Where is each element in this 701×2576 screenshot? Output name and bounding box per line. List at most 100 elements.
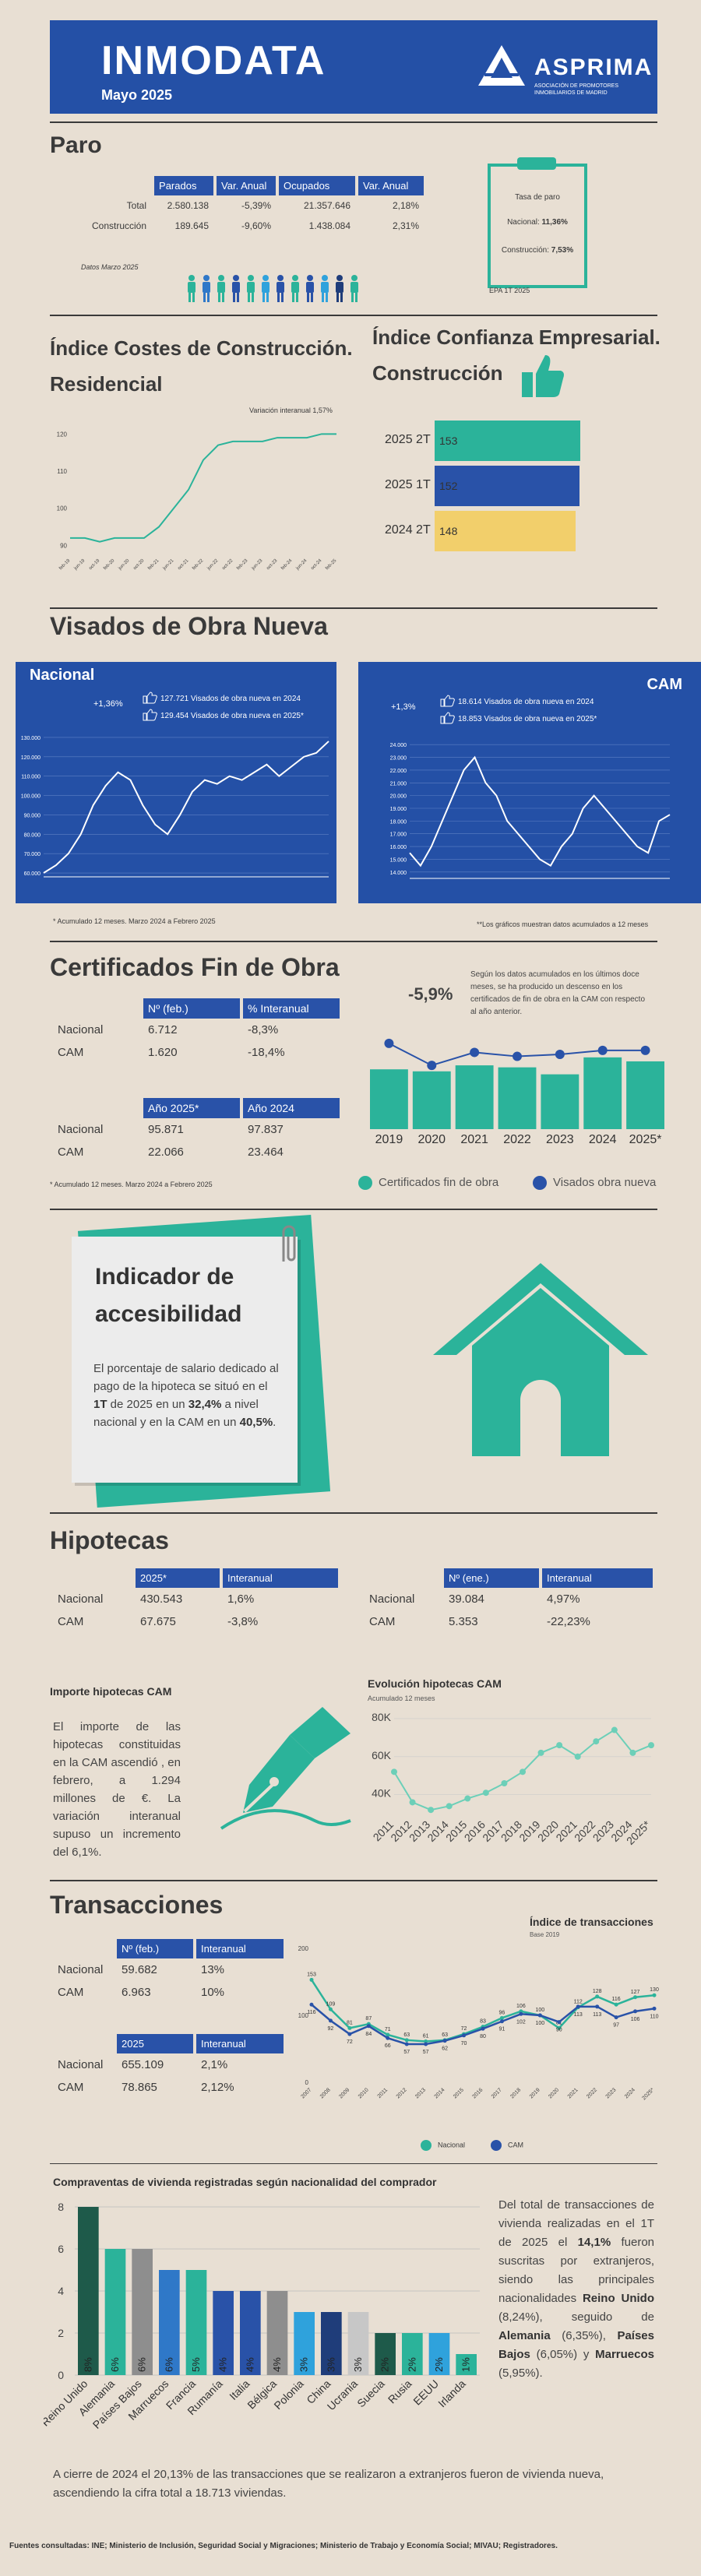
trans-header: Nº (feb.) (117, 1939, 193, 1958)
person-leg (292, 293, 294, 302)
thumbs-up-icon (520, 352, 565, 404)
text-run: . (273, 1416, 277, 1429)
idx-subtitle: Base 2019 (530, 1931, 560, 1938)
bar (412, 1071, 451, 1129)
cell: -5,39% (241, 200, 272, 211)
row-label: CAM (58, 1615, 84, 1628)
person-leg (203, 293, 206, 302)
cfo-text: Según los datos acumulados en los último… (470, 970, 646, 1016)
person-body (291, 282, 299, 293)
data-label: 2% (433, 2357, 445, 2372)
importe-text: El importe de las hipotecas constituidas… (53, 1720, 181, 1859)
person-body (336, 282, 343, 293)
nac-footer: A cierre de 2024 el 20,13% de las transa… (53, 2468, 604, 2500)
x-tick-label: 2020 (417, 1133, 446, 1146)
x-tick-label: feb-22 (192, 558, 205, 572)
visados-note: **Los gráficos muestran datos acumulados… (477, 920, 649, 928)
text-bold: 14,1% (577, 2236, 611, 2249)
paro-header: Var. Anual (217, 176, 277, 195)
x-tick-label: 2009 (338, 2087, 350, 2099)
x-tick-label: feb-25 (325, 558, 338, 572)
y-tick-label: 22.000 (390, 769, 407, 774)
paro-header: Ocupados (279, 176, 356, 195)
x-tick-label: jun-20 (118, 558, 131, 572)
data-label: 113 (574, 2012, 583, 2018)
person-leg (218, 293, 220, 302)
x-tick-label: 2007 (300, 2087, 312, 2099)
cell: -18,4% (248, 1046, 285, 1059)
data-point (427, 1061, 437, 1071)
data-point (537, 1749, 544, 1756)
data-label: 3% (352, 2357, 364, 2372)
cfo-pct: -5,9% (408, 984, 453, 1004)
person-icon (247, 275, 255, 302)
data-point (482, 1789, 489, 1797)
person-leg (222, 293, 224, 302)
data-point (555, 1050, 565, 1059)
data-point (633, 2009, 638, 2014)
visados-2024: 127.721 Visados de obra nueva en 2024 (160, 695, 301, 703)
divider (50, 607, 657, 609)
data-label: 96 (499, 2010, 505, 2015)
x-tick-label: 2011 (377, 2087, 389, 2099)
data-point (328, 2018, 333, 2023)
legend-item: Nacional (421, 2140, 465, 2151)
divider (50, 1880, 657, 1881)
data-point (501, 1780, 508, 1786)
person-body (203, 282, 210, 293)
cell: 78.865 (122, 2081, 157, 2094)
cell: 2.580.138 (167, 200, 210, 211)
x-tick-label: 2017 (491, 2087, 503, 2099)
data-label: 106 (516, 2004, 526, 2009)
data-label: 100 (535, 2021, 544, 2026)
person-leg (326, 293, 328, 302)
data-point (648, 1742, 654, 1749)
y-tick-label: 70.000 (24, 852, 41, 857)
text-bold: 40,5% (239, 1416, 273, 1429)
clip-value: 11,36% (541, 218, 568, 227)
clip-label: Nacional: (507, 218, 540, 227)
y-tick-label: 60.000 (24, 871, 41, 877)
data-point (309, 1977, 314, 1982)
cfo-table-2: Año 2025* Año 2024 Nacional 95.871 97.837 C… (50, 1098, 343, 1163)
person-head (233, 275, 239, 281)
series-line (70, 433, 336, 543)
person-head (307, 275, 313, 281)
idx-title: Índice de transacciones (530, 1916, 653, 1928)
data-label: 116 (612, 1997, 621, 2002)
bar (456, 2354, 477, 2375)
cfo-header: Año 2025* (143, 1098, 240, 1118)
clip-source: EPA 1T 2025 (489, 287, 530, 294)
legend-swatch (421, 2140, 432, 2151)
hip-header: Nº (ene.) (444, 1568, 539, 1588)
person-head (203, 275, 210, 281)
person-icon (306, 275, 314, 302)
person-head (277, 275, 284, 281)
data-point (614, 2015, 618, 2020)
thumbs-up-icon (143, 692, 157, 704)
trans-table-1: Nº (feb.) Interanual Nacional 59.682 13% CA… (50, 1939, 287, 2004)
x-tick-label: Irlanda (435, 2377, 468, 2410)
text-run: (5,95%). (498, 2367, 543, 2380)
data-point (328, 2007, 333, 2011)
data-label: 57 (423, 2050, 429, 2055)
divider (50, 2163, 657, 2164)
data-point (464, 1795, 471, 1802)
data-point (384, 1038, 394, 1048)
bar (428, 2333, 450, 2375)
cfo-header: Nº (feb.) (143, 998, 240, 1019)
data-label: 3% (298, 2357, 310, 2372)
legend-label: Visados obra nueva (553, 1176, 657, 1189)
bar (185, 2270, 207, 2375)
text-bold: Marruecos (595, 2348, 654, 2361)
ice-bar-value: 152 (439, 480, 458, 492)
ice-title-line: Índice Confianza Empresarial. (372, 326, 660, 349)
bar (375, 2333, 396, 2375)
y-tick-label: 19.000 (390, 807, 407, 812)
data-label: 130 (650, 1987, 659, 1993)
text-run: Del total de transacciones de vivienda r… (498, 2198, 654, 2249)
row-label: Nacional (369, 1592, 415, 1606)
cfo-note: * Acumulado 12 meses. Marzo 2024 a Febre… (50, 1181, 213, 1188)
bar (266, 2291, 288, 2375)
x-tick-label: oct-23 (266, 558, 279, 572)
